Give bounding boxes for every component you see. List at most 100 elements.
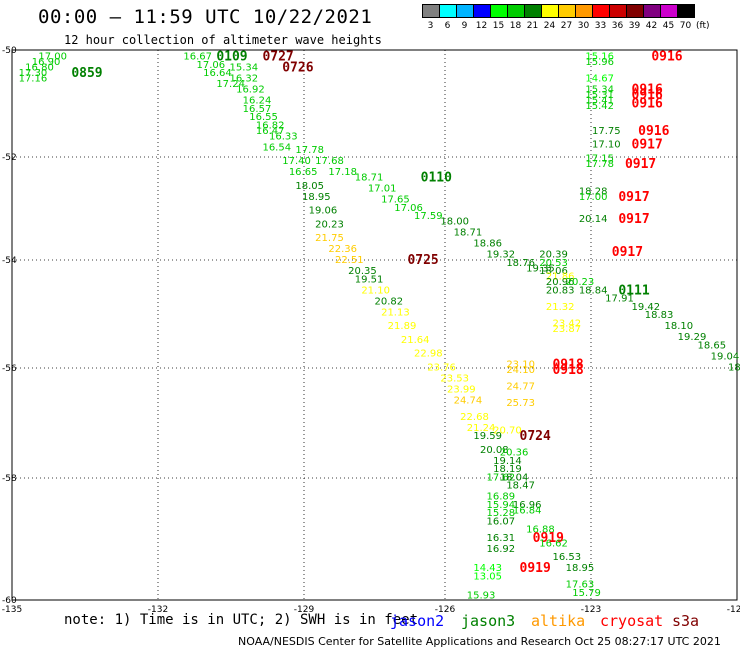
- wave-height-label: 15.31: [585, 90, 614, 101]
- footer-note: note: 1) Time is in UTC; 2) SWH is in fe…: [64, 612, 419, 628]
- wave-height-label: 16.24: [243, 96, 272, 107]
- wave-height-label: 21.89: [388, 321, 417, 332]
- wave-height-label: 17.78: [585, 159, 614, 170]
- wave-height-label: 16.90: [32, 57, 61, 68]
- x-tick-label: -124: [727, 605, 740, 615]
- wave-height-label: 20.23: [566, 277, 595, 288]
- pass-time-label: 0918: [552, 363, 583, 378]
- pass-time-label: 0916: [651, 50, 682, 65]
- wave-height-label: 17.06: [197, 60, 226, 71]
- wave-height-label: 22.68: [460, 412, 489, 423]
- wave-height-label: 16.53: [552, 552, 581, 563]
- pass-time-label: 0724: [520, 429, 551, 444]
- wave-height-label: 15.94: [487, 500, 516, 511]
- pass-time-label: 0917: [625, 157, 656, 172]
- wave-height-label: 15.16: [585, 52, 614, 63]
- pass-time-label: 0916: [632, 83, 663, 98]
- wave-height-label: 19.42: [632, 302, 661, 313]
- wave-height-label: 18.71: [454, 228, 483, 239]
- wave-height-label: 15.42: [585, 101, 614, 112]
- x-tick-label: -132: [148, 605, 168, 615]
- satellite-label-altika: altika: [531, 612, 586, 630]
- wave-height-label: 18.76: [506, 258, 535, 269]
- wave-height-label: 25.73: [506, 398, 535, 409]
- y-tick-label: -54: [2, 256, 17, 266]
- legend-label: 30: [577, 21, 590, 31]
- wave-height-label: 23.99: [447, 384, 476, 395]
- wave-height-label: 19.29: [678, 332, 707, 343]
- legend-label: 15: [492, 21, 505, 31]
- legend-unit: (ft): [696, 21, 710, 31]
- wave-height-label: 16.31: [487, 533, 516, 544]
- wave-height-label: 18.05: [728, 362, 740, 373]
- wave-height-label: 20.08: [480, 445, 509, 456]
- pass-time-label: 0916: [638, 124, 669, 139]
- wave-height-label: 18.04: [500, 472, 529, 483]
- wave-height-label: 17.68: [315, 156, 344, 167]
- color-legend: 3 6 9 12 15 18 21 24 27 30 33 36 39 42 45 70 (ft): [422, 4, 710, 31]
- wave-height-label: 21.24: [467, 423, 496, 434]
- wave-height-label: 18.95: [302, 192, 331, 203]
- wave-height-label: 18.06: [539, 266, 568, 277]
- wave-height-label: 17.78: [295, 145, 324, 156]
- wave-height-label: 17.65: [381, 195, 410, 206]
- wave-height-label: 20.36: [500, 448, 529, 459]
- wave-height-label: 16.84: [513, 505, 542, 516]
- satellite-label-cryosat: cryosat: [600, 612, 664, 630]
- wave-height-label: 16.57: [243, 104, 272, 115]
- wave-height-label: 24.77: [506, 382, 535, 393]
- wave-height-label: 18.47: [506, 481, 535, 492]
- wave-height-label: 16.82: [256, 120, 285, 131]
- wave-height-label: 19.35: [526, 263, 555, 274]
- wave-height-label: 20.82: [375, 296, 404, 307]
- wave-height-label: 17.00: [579, 192, 608, 203]
- legend-label: 21: [526, 21, 539, 31]
- wave-height-label: 16.92: [487, 544, 516, 555]
- pass-time-label: 0726: [282, 61, 313, 76]
- wave-height-label: 17.59: [414, 211, 443, 222]
- wave-height-label: 19.14: [493, 456, 522, 467]
- pass-time-label: 0727: [262, 50, 293, 65]
- legend-label: 6: [444, 21, 451, 31]
- wave-height-label: 21.75: [315, 233, 344, 244]
- wave-height-label: 14.43: [473, 563, 502, 574]
- wave-height-label: 19.59: [473, 431, 502, 442]
- wave-height-label: 20.70: [493, 426, 522, 437]
- wave-height-label: 23.53: [440, 373, 469, 384]
- wave-height-label: 18.84: [579, 285, 608, 296]
- credit-line: NOAA/NESDIS Center for Satellite Applica…: [238, 635, 721, 648]
- wave-height-label: 17.75: [592, 126, 621, 137]
- y-tick-label: -60: [2, 596, 17, 606]
- wave-height-label: 14.67: [585, 74, 614, 85]
- wave-height-label: 15.93: [467, 591, 496, 602]
- wave-height-label: 17.10: [592, 140, 621, 151]
- satellite-label-s3a: s3a: [672, 612, 700, 630]
- wave-height-label: 22.36: [328, 244, 357, 255]
- legend-label: 27: [560, 21, 573, 31]
- y-tick-label: -52: [2, 153, 17, 163]
- wave-height-label: 18.05: [295, 181, 324, 192]
- wave-height-label: 16.80: [25, 63, 54, 74]
- wave-height-label: 16.67: [183, 52, 212, 63]
- wave-height-label: 16.89: [487, 492, 516, 503]
- wave-height-label: 17.01: [368, 184, 397, 195]
- wave-height-label: 24.74: [454, 395, 483, 406]
- wave-height-label: 18.19: [493, 464, 522, 475]
- y-tick-label: -56: [2, 364, 17, 374]
- wave-height-label: 16.32: [230, 74, 259, 85]
- wave-height-label: 16.54: [262, 142, 291, 153]
- wave-height-label: 18.71: [355, 173, 384, 184]
- wave-height-label: 17.15: [585, 153, 614, 164]
- wave-height-label: 21.13: [381, 307, 410, 318]
- pass-time-label: 0917: [612, 245, 643, 260]
- pass-time-label: 0111: [618, 283, 649, 298]
- wave-height-label: 18.95: [566, 563, 595, 574]
- wave-height-label: 21.64: [401, 335, 430, 346]
- wave-height-label: 21.10: [361, 285, 390, 296]
- wave-height-label: 18.86: [473, 239, 502, 250]
- pass-time-label: 0916: [632, 96, 663, 111]
- wave-height-label: 17.40: [282, 156, 311, 167]
- wave-height-label: 19.32: [487, 250, 516, 261]
- wave-height-label: 20.96: [546, 277, 575, 288]
